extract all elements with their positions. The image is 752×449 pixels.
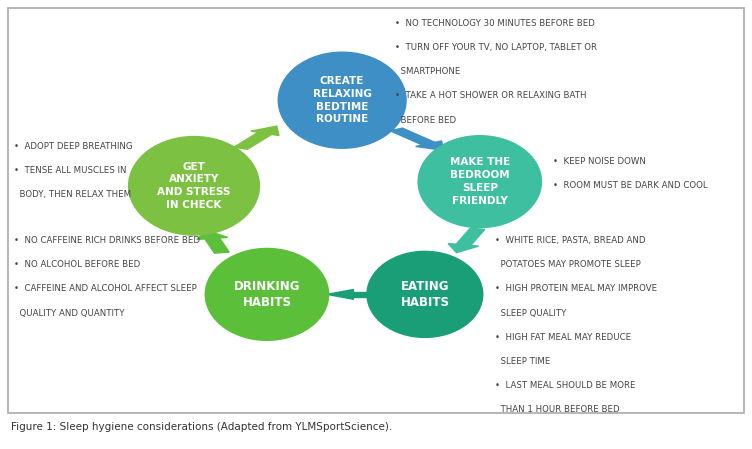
- Polygon shape: [390, 128, 435, 145]
- Polygon shape: [327, 290, 353, 299]
- Text: CREATE
RELAXING
BEDTIME
ROUTINE: CREATE RELAXING BEDTIME ROUTINE: [313, 76, 371, 124]
- Text: MAKE THE
BEDROOM
SLEEP
FRIENDLY: MAKE THE BEDROOM SLEEP FRIENDLY: [450, 158, 510, 206]
- Text: EATING
HABITS: EATING HABITS: [400, 280, 450, 309]
- Polygon shape: [251, 126, 279, 136]
- Text: Figure 1: Sleep hygiene considerations (Adapted from YLMSportScience).: Figure 1: Sleep hygiene considerations (…: [11, 422, 393, 432]
- Polygon shape: [205, 238, 229, 253]
- Text: •  TENSE ALL MUSCLES IN: • TENSE ALL MUSCLES IN: [14, 166, 126, 175]
- Text: •  ADOPT DEEP BREATHING: • ADOPT DEEP BREATHING: [14, 142, 132, 151]
- Text: DRINKING
HABITS: DRINKING HABITS: [234, 280, 300, 309]
- Text: •  KEEP NOISE DOWN: • KEEP NOISE DOWN: [553, 157, 646, 166]
- Polygon shape: [456, 228, 485, 246]
- Polygon shape: [353, 292, 368, 297]
- Polygon shape: [416, 141, 444, 150]
- Ellipse shape: [418, 136, 541, 228]
- Polygon shape: [234, 132, 271, 149]
- Text: SMARTPHONE: SMARTPHONE: [395, 67, 460, 76]
- Text: BODY, THEN RELAX THEM: BODY, THEN RELAX THEM: [14, 190, 131, 199]
- Polygon shape: [448, 243, 478, 253]
- Text: •  LAST MEAL SHOULD BE MORE: • LAST MEAL SHOULD BE MORE: [495, 381, 635, 390]
- Polygon shape: [197, 230, 228, 239]
- Text: •  HIGH PROTEIN MEAL MAY IMPROVE: • HIGH PROTEIN MEAL MAY IMPROVE: [495, 284, 657, 293]
- Text: •  NO CAFFEINE RICH DRINKS BEFORE BED: • NO CAFFEINE RICH DRINKS BEFORE BED: [14, 236, 199, 245]
- Text: •  TURN OFF YOUR TV, NO LAPTOP, TABLET OR: • TURN OFF YOUR TV, NO LAPTOP, TABLET OR: [395, 43, 597, 52]
- Text: BEFORE BED: BEFORE BED: [395, 116, 456, 125]
- Text: •  NO ALCOHOL BEFORE BED: • NO ALCOHOL BEFORE BED: [14, 260, 140, 269]
- Ellipse shape: [367, 251, 483, 337]
- Text: •  CAFFEINE AND ALCOHOL AFFECT SLEEP: • CAFFEINE AND ALCOHOL AFFECT SLEEP: [14, 284, 196, 293]
- Text: THAN 1 HOUR BEFORE BED: THAN 1 HOUR BEFORE BED: [495, 405, 620, 414]
- Ellipse shape: [205, 248, 329, 340]
- Text: •  NO TECHNOLOGY 30 MINUTES BEFORE BED: • NO TECHNOLOGY 30 MINUTES BEFORE BED: [395, 19, 595, 28]
- Text: •  HIGH FAT MEAL MAY REDUCE: • HIGH FAT MEAL MAY REDUCE: [495, 333, 631, 342]
- Text: SLEEP QUALITY: SLEEP QUALITY: [495, 308, 566, 317]
- Text: POTATOES MAY PROMOTE SLEEP: POTATOES MAY PROMOTE SLEEP: [495, 260, 641, 269]
- Text: •  ROOM MUST BE DARK AND COOL: • ROOM MUST BE DARK AND COOL: [553, 181, 708, 190]
- Ellipse shape: [278, 52, 406, 148]
- Text: •  TAKE A HOT SHOWER OR RELAXING BATH: • TAKE A HOT SHOWER OR RELAXING BATH: [395, 92, 587, 101]
- Ellipse shape: [129, 136, 259, 235]
- Text: •  WHITE RICE, PASTA, BREAD AND: • WHITE RICE, PASTA, BREAD AND: [495, 236, 645, 245]
- Text: GET
ANXIETY
AND STRESS
IN CHECK: GET ANXIETY AND STRESS IN CHECK: [157, 162, 231, 210]
- Text: SLEEP TIME: SLEEP TIME: [495, 357, 550, 366]
- Text: QUALITY AND QUANTITY: QUALITY AND QUANTITY: [14, 308, 124, 317]
